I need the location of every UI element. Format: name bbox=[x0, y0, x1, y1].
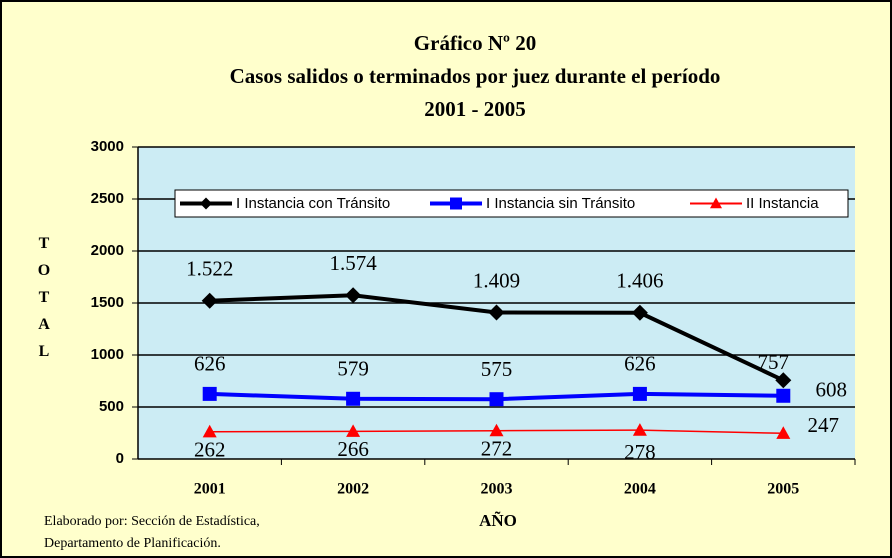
data-label: 579 bbox=[337, 357, 369, 381]
chart-title: Gráfico Nº 20 bbox=[414, 31, 536, 55]
y-tick-label: 1500 bbox=[91, 294, 124, 311]
marker bbox=[201, 292, 218, 309]
y-tick-label: 500 bbox=[99, 398, 124, 415]
data-label: 262 bbox=[194, 438, 226, 462]
x-axis-title: AÑO bbox=[479, 511, 517, 530]
note: Elaborado por: Sección de Estadística, bbox=[44, 514, 260, 529]
x-tick-label: 2005 bbox=[767, 481, 799, 498]
legend-label: I Instancia con Tránsito bbox=[236, 195, 390, 212]
marker bbox=[776, 388, 791, 403]
data-label: 1.406 bbox=[616, 269, 663, 293]
data-label: 575 bbox=[481, 357, 513, 381]
y-tick-label: 0 bbox=[116, 450, 124, 467]
marker bbox=[631, 304, 648, 321]
marker bbox=[346, 391, 361, 406]
data-label: 278 bbox=[624, 440, 656, 464]
data-label: 272 bbox=[481, 437, 513, 461]
legend-label: II Instancia bbox=[746, 195, 819, 212]
data-label: 626 bbox=[194, 352, 226, 376]
marker bbox=[632, 423, 647, 436]
data-label: 608 bbox=[816, 378, 848, 402]
marker bbox=[488, 304, 505, 321]
data-label: 1.409 bbox=[473, 268, 520, 292]
marker bbox=[450, 197, 462, 210]
marker bbox=[632, 386, 647, 401]
marker bbox=[489, 392, 504, 407]
data-label: 266 bbox=[337, 437, 369, 461]
chart-title: Casos salidos o terminados por juez dura… bbox=[230, 64, 721, 88]
marker bbox=[345, 287, 362, 304]
marker bbox=[776, 426, 791, 439]
data-label: 1.522 bbox=[186, 257, 233, 281]
data-label: 626 bbox=[624, 352, 656, 376]
marker bbox=[202, 386, 217, 401]
y-tick-label: 1000 bbox=[91, 346, 124, 363]
data-label: 757 bbox=[758, 350, 790, 374]
x-tick-label: 2003 bbox=[481, 481, 513, 498]
marker bbox=[200, 197, 212, 210]
marker bbox=[202, 424, 217, 438]
x-tick-label: 2002 bbox=[337, 481, 369, 498]
legend-label: I Instancia sin Tránsito bbox=[486, 195, 635, 212]
note: Departamento de Planificación. bbox=[44, 536, 221, 551]
data-label: 247 bbox=[808, 413, 840, 437]
y-tick-label: 3000 bbox=[91, 138, 124, 155]
data-label: 1.574 bbox=[329, 251, 377, 275]
chart-title: 2001 - 2005 bbox=[424, 97, 526, 121]
marker bbox=[346, 424, 361, 437]
marker bbox=[489, 423, 504, 437]
x-tick-label: 2004 bbox=[624, 481, 656, 498]
x-tick-label: 2001 bbox=[194, 481, 226, 498]
y-tick-label: 2500 bbox=[91, 190, 124, 207]
marker bbox=[775, 372, 792, 389]
marker bbox=[710, 197, 722, 209]
y-tick-label: 2000 bbox=[91, 242, 124, 259]
